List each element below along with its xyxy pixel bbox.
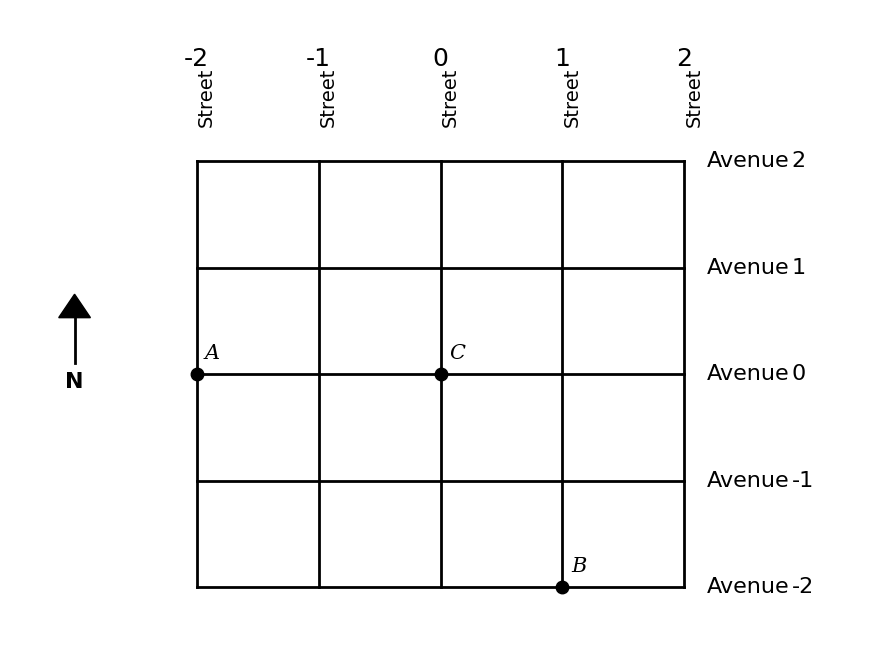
Text: 2: 2: [677, 46, 692, 70]
Text: 1: 1: [792, 258, 806, 278]
Text: Avenue: Avenue: [707, 258, 789, 278]
Text: 0: 0: [792, 364, 806, 384]
Text: 1: 1: [554, 46, 570, 70]
Text: -1: -1: [792, 471, 814, 491]
Polygon shape: [59, 294, 91, 318]
Text: 0: 0: [433, 46, 448, 70]
Text: Street: Street: [562, 68, 581, 127]
Text: -2: -2: [792, 577, 814, 597]
Text: B: B: [571, 558, 587, 576]
Text: Avenue: Avenue: [707, 151, 789, 171]
Text: -2: -2: [184, 46, 209, 70]
Text: Street: Street: [319, 68, 337, 127]
Text: Avenue: Avenue: [707, 577, 789, 597]
Text: A: A: [205, 345, 220, 363]
Text: -1: -1: [306, 46, 331, 70]
Text: Street: Street: [440, 68, 460, 127]
Text: C: C: [449, 345, 465, 363]
Text: 2: 2: [792, 151, 806, 171]
Text: Street: Street: [685, 68, 703, 127]
Text: Avenue: Avenue: [707, 364, 789, 384]
Text: Street: Street: [196, 68, 216, 127]
Text: N: N: [65, 372, 84, 392]
Text: Avenue: Avenue: [707, 471, 789, 491]
